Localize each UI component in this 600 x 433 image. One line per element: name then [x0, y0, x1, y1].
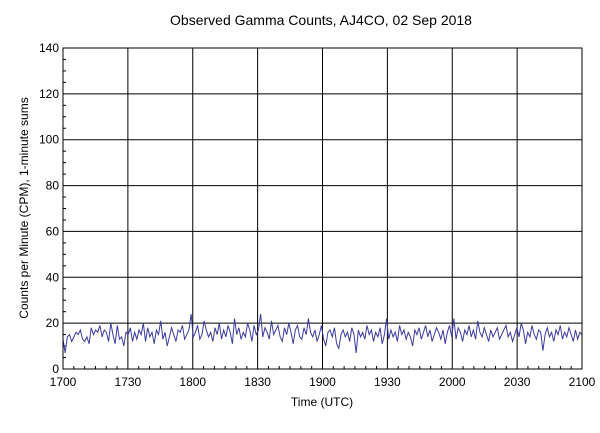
x-tick-label: 1700: [50, 375, 77, 389]
y-tick-label: 140: [39, 41, 59, 55]
minor-ticks: [63, 58, 572, 369]
plot-frame: [62, 47, 583, 370]
series-line: [62, 313, 583, 354]
y-axis-ticks: 0 20 40 60 80 100 120 140: [39, 41, 59, 376]
y-tick-label: 80: [46, 179, 60, 193]
y-tick-label: 0: [52, 362, 59, 376]
x-tick-label: 1930: [374, 375, 401, 389]
y-tick-label: 100: [39, 133, 59, 147]
x-tick-label: 1800: [179, 375, 206, 389]
x-tick-label: 2000: [439, 375, 466, 389]
chart-title: Observed Gamma Counts, AJ4CO, 02 Sep 201…: [170, 12, 472, 28]
x-tick-label: 1900: [309, 375, 336, 389]
x-tick-label: 2100: [569, 375, 596, 389]
y-tick-label: 20: [46, 316, 60, 330]
y-axis-label: Counts per Minute (CPM), 1-minute sums: [17, 97, 31, 318]
y-tick-label: 60: [46, 224, 60, 238]
grid-lines: [63, 48, 582, 369]
y-tick-label: 120: [39, 87, 59, 101]
x-tick-label: 1730: [115, 375, 142, 389]
y-tick-label: 40: [46, 270, 60, 284]
x-tick-label: 2030: [504, 375, 531, 389]
x-axis-label: Time (UTC): [291, 395, 353, 409]
x-axis-ticks: 1700 1730 1800 1830 1900 1930 2000 2030 2100: [50, 375, 596, 389]
x-tick-label: 1830: [244, 375, 271, 389]
